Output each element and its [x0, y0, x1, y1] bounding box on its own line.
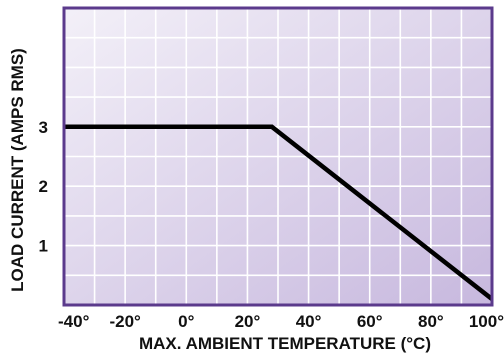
derating-curve [64, 124, 494, 301]
plot-frame [62, 6, 494, 307]
x-tick-label: 0° [178, 312, 194, 331]
series-layer [64, 124, 494, 301]
y-axis-label: LOAD CURRENT (AMPS RMS) [8, 48, 27, 292]
x-tick-label: 60° [357, 312, 383, 331]
x-tick-label: 20° [235, 312, 261, 331]
grid-lines [64, 8, 492, 305]
y-tick-label: 1 [39, 237, 48, 256]
x-tick-label: 80° [418, 312, 444, 331]
x-tick-label: 40° [296, 312, 322, 331]
y-tick-labels: 1 2 3 [39, 118, 48, 256]
x-tick-labels: -40° -20° 0° 20° 40° 60° 80° 100° [58, 312, 504, 331]
x-tick-label: 100° [469, 312, 504, 331]
x-tick-label: -20° [109, 312, 141, 331]
x-tick-label: -40° [58, 312, 90, 331]
x-axis-label: MAX. AMBIENT TEMPERATURE (°C) [139, 334, 431, 353]
y-tick-label: 2 [39, 177, 48, 196]
y-tick-label: 3 [39, 118, 48, 137]
